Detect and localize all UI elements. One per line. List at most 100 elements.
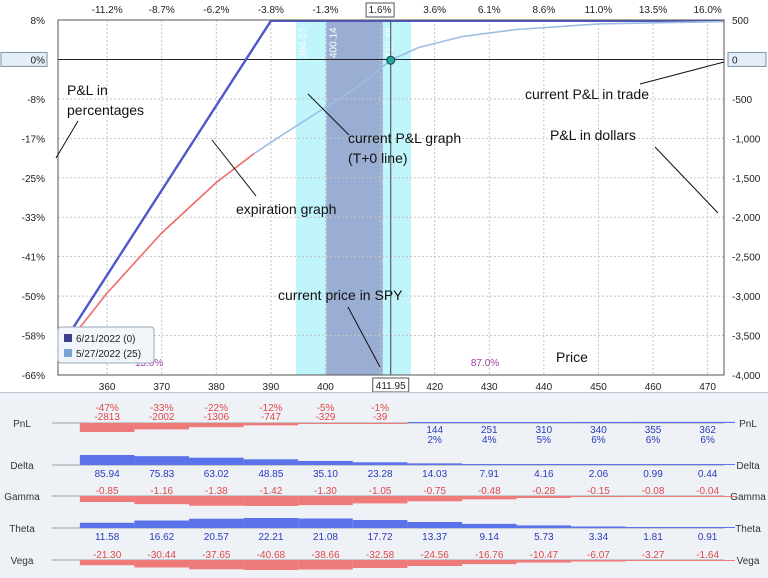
greek-bar-theta: [461, 523, 517, 528]
greek-bar-gamma: [571, 496, 626, 498]
greek-value-theta: 13.37: [422, 532, 447, 543]
probability-right: 87.0%: [471, 358, 499, 369]
greek-bar-pnl: [189, 423, 244, 428]
greek-value-delta: 7.91: [480, 469, 500, 480]
greek-label-right: PnL: [739, 419, 757, 430]
greek-value-gamma: -0.04: [696, 486, 719, 497]
right-axis-tick: -4,000: [732, 371, 761, 382]
arrow-tplus0: [307, 93, 350, 136]
greek-bar-delta: [461, 464, 517, 465]
greek-pct-pnl: -5%: [317, 403, 335, 414]
right-axis-tick: -3,000: [732, 292, 761, 303]
right-axis-tick: -3,500: [732, 332, 761, 343]
greek-value-gamma: -0.15: [587, 486, 610, 497]
greek-value-pnl: -1306: [204, 412, 230, 423]
greek-bar-vega: [516, 560, 572, 563]
greek-pct-pnl: -33%: [150, 403, 173, 414]
greek-bar-vega: [571, 560, 626, 562]
greek-label-right: Theta: [735, 524, 761, 535]
arrow-current-price: [347, 306, 381, 368]
arrow-expiration: [211, 139, 257, 197]
greek-value-gamma: -1.16: [150, 486, 173, 497]
greek-value-delta: 14.03: [422, 469, 447, 480]
plot-frame: [57, 19, 725, 376]
legend-swatch: [64, 349, 72, 357]
greek-bar-theta: [79, 522, 135, 528]
greek-pct-pnl: 5%: [537, 435, 552, 446]
greek-value-gamma: -0.75: [423, 486, 446, 497]
top-axis-tick: -1.3%: [312, 5, 338, 16]
greek-bar-gamma: [625, 496, 681, 497]
greek-label-left: Gamma: [4, 492, 40, 503]
band-inner: [326, 20, 383, 375]
current-price-box: [372, 377, 410, 392]
right-axis-tick: 500: [732, 16, 749, 27]
strike-label: 415.65: [413, 27, 424, 58]
x-axis-tick: 470: [699, 382, 716, 392]
greek-bar-theta: [680, 527, 735, 528]
greek-bar-theta: [625, 527, 681, 528]
greek-pct-pnl: -1%: [371, 403, 389, 414]
greek-value-pnl: 251: [481, 425, 498, 436]
greek-bar-delta: [134, 456, 190, 465]
greek-value-theta: 16.62: [149, 532, 174, 543]
greek-label-right: Delta: [736, 461, 760, 472]
top-axis-tick: 3.6%: [423, 5, 446, 16]
annotation-pl-dollars: P&L in dollars: [550, 127, 636, 143]
annotation-expiration: expiration graph: [236, 201, 336, 217]
left-axis-tick: -25%: [22, 174, 45, 185]
greek-value-gamma: -1.05: [369, 486, 392, 497]
strike-label: 410.48: [385, 27, 396, 58]
top-axis-tick: -8.7%: [149, 5, 175, 16]
greek-value-gamma: -0.48: [478, 486, 501, 497]
greek-pct-pnl: 6%: [700, 435, 715, 446]
greek-value-pnl: 340: [590, 425, 607, 436]
top-tick-highlight: [365, 2, 395, 18]
greek-value-gamma: -0.08: [642, 486, 665, 497]
left-axis-tick: -33%: [22, 213, 45, 224]
greek-bar-vega: [79, 560, 135, 566]
greek-label-left: Delta: [10, 461, 34, 472]
greek-value-delta: 23.28: [368, 469, 393, 480]
top-axis-tick: 13.5%: [639, 5, 667, 16]
greek-value-theta: 0.91: [698, 532, 718, 543]
greek-value-gamma: -0.28: [532, 486, 555, 497]
greek-value-pnl: 310: [536, 425, 553, 436]
greek-bar-vega: [352, 560, 408, 569]
greek-bar-theta: [298, 518, 353, 528]
greek-bar-gamma: [189, 496, 244, 506]
left-axis-tick: -8%: [27, 95, 45, 106]
greek-value-delta: 0.44: [698, 469, 718, 480]
annotation-current-price: current price in SPY: [278, 287, 403, 303]
greek-bar-gamma: [79, 496, 135, 502]
expiration-line: [56, 19, 724, 352]
greek-value-vega: -3.27: [642, 550, 665, 561]
top-axis-tick: 6.1%: [478, 5, 501, 16]
greek-value-vega: -30.44: [148, 550, 177, 561]
annotation-price-word: Price: [556, 349, 588, 365]
greek-value-theta: 5.73: [534, 532, 554, 543]
right-axis-tick: 0: [732, 55, 738, 66]
greek-value-theta: 9.14: [480, 532, 500, 543]
right-axis-tick: -2,000: [732, 213, 761, 224]
greek-label-left: PnL: [13, 419, 31, 430]
tplus0-line-lower: [57, 152, 255, 356]
greek-value-pnl: -39: [373, 412, 388, 423]
greek-bar-pnl: [516, 422, 572, 423]
greek-value-pnl: 362: [699, 425, 716, 436]
greek-bar-theta: [516, 525, 572, 528]
greek-bar-gamma: [352, 496, 408, 504]
greek-value-theta: 20.57: [204, 532, 229, 543]
greek-bar-delta: [680, 464, 735, 465]
x-axis-tick: 380: [208, 382, 225, 392]
greek-bar-theta: [243, 518, 299, 528]
greek-bar-theta: [134, 520, 190, 528]
x-axis-tick: 460: [645, 382, 662, 392]
x-axis-tick: 390: [263, 382, 280, 392]
greek-pct-pnl: 2%: [427, 435, 442, 446]
greek-pct-pnl: -22%: [205, 403, 228, 414]
greek-pct-pnl: 4%: [482, 435, 497, 446]
right-axis-tick: -2,500: [732, 253, 761, 264]
annotation-pl-percent: P&L in percentages: [67, 82, 144, 118]
greek-bar-vega: [189, 560, 244, 570]
